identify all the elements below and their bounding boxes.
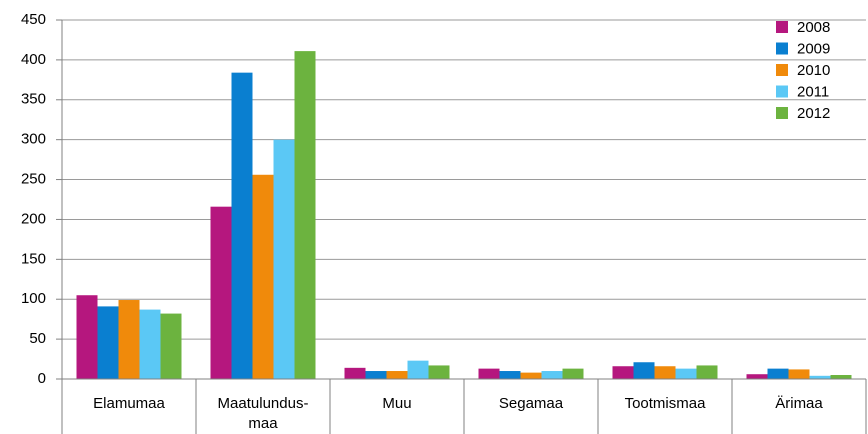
- bar: [654, 366, 676, 379]
- legend-swatch: [776, 107, 788, 119]
- bar: [97, 306, 119, 379]
- bar: [386, 371, 408, 379]
- bar: [612, 366, 634, 379]
- legend-label: 2010: [797, 62, 830, 79]
- y-tick-label: 0: [38, 370, 46, 387]
- bar: [365, 371, 387, 379]
- x-tick-label: Tootmismaa: [624, 395, 706, 412]
- bar: [767, 368, 789, 379]
- bar: [139, 309, 161, 379]
- y-tick-label: 50: [29, 330, 46, 347]
- y-tick-label: 350: [21, 91, 46, 108]
- bar: [252, 174, 274, 379]
- y-tick-label: 300: [21, 131, 46, 148]
- bar: [344, 367, 366, 379]
- y-tick-label: 100: [21, 290, 46, 307]
- legend-label: 2011: [797, 83, 829, 100]
- bar: [210, 206, 232, 379]
- bar: [562, 368, 584, 379]
- bar: [76, 295, 98, 379]
- bar: [788, 369, 810, 379]
- y-tick-label: 250: [21, 171, 46, 188]
- bar: [633, 362, 655, 379]
- bar: [696, 365, 718, 379]
- bar: [746, 374, 768, 379]
- bar: [809, 375, 831, 379]
- x-tick-label: Maatulundus-maa: [217, 395, 309, 432]
- y-tick-label: 450: [21, 11, 46, 28]
- legend-swatch: [776, 64, 788, 76]
- bar: [160, 313, 182, 379]
- x-tick-label: Muu: [382, 395, 412, 412]
- y-tick-label: 200: [21, 210, 46, 227]
- legend-label: 2009: [797, 40, 830, 57]
- legend-label: 2012: [797, 105, 830, 122]
- bar: [520, 372, 542, 379]
- legend-label: 2008: [797, 19, 830, 36]
- bar: [499, 371, 521, 379]
- bar: [541, 371, 563, 379]
- bar: [428, 365, 450, 379]
- legend-swatch: [776, 21, 788, 33]
- legend-swatch: [776, 42, 788, 55]
- bar: [830, 375, 852, 379]
- bar: [407, 360, 429, 379]
- bar: [231, 72, 253, 380]
- y-tick-label: 400: [21, 51, 46, 68]
- bar: [675, 368, 697, 379]
- legend-swatch: [776, 85, 788, 98]
- x-tick-label: Elamumaa: [93, 395, 165, 412]
- bar: [478, 368, 500, 379]
- bar: [118, 300, 140, 379]
- y-tick-label: 150: [21, 250, 46, 267]
- bar: [273, 139, 295, 379]
- x-tick-label: Ärimaa: [775, 395, 823, 412]
- bar: [294, 51, 316, 379]
- x-tick-label: Segamaa: [498, 395, 564, 412]
